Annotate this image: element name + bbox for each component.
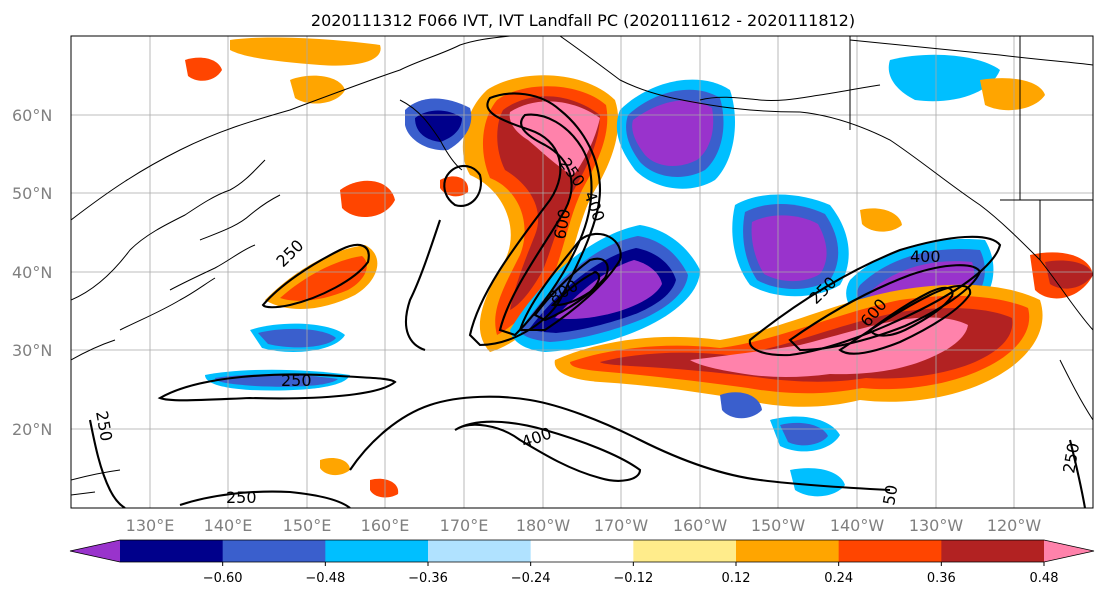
colorbar-tick-label: 0.48 [1030, 571, 1059, 586]
lon-label: 130°E [126, 516, 175, 535]
latitude-labels: 60°N 50°N 40°N 30°N 20°N [12, 106, 52, 439]
colorbar-extend-low [70, 540, 120, 562]
colorbar-tick-label: 0.12 [722, 571, 751, 586]
colorbar-extend-high [1044, 540, 1094, 562]
figure-title: 2020111312 F066 IVT, IVT Landfall PC (20… [311, 11, 855, 30]
lon-label: 130°W [909, 516, 964, 535]
lat-label: 60°N [12, 106, 52, 125]
colorbar-segment [838, 540, 942, 562]
colorbar-segment [530, 540, 634, 562]
contour-label-50: 50 [879, 483, 901, 506]
lat-label: 30°N [12, 341, 52, 360]
colorbar-segment [428, 540, 532, 562]
lon-label: 150°W [751, 516, 806, 535]
longitude-labels: 130°E 140°E 150°E 160°E 170°E 180°W 170°… [126, 516, 1042, 535]
lon-label: 160°W [673, 516, 728, 535]
colorbar-outline [69, 539, 1095, 563]
colorbar-segment [736, 540, 840, 562]
lon-label: 170°E [440, 516, 489, 535]
colorbar-tick-label: −0.12 [613, 571, 653, 586]
colorbar-tick-label: −0.36 [408, 571, 448, 586]
lon-label: 150°E [283, 516, 332, 535]
lon-label: 120°W [987, 516, 1042, 535]
colorbar-tick-label: 0.36 [927, 571, 956, 586]
lon-label: 170°W [594, 516, 649, 535]
colorbar: −0.60 −0.48 −0.36 −0.24 −0.12 0.12 0.24 0.36 0.4… [69, 539, 1095, 586]
map-panel: 250 400 600 800 250 250 250 250 400 400 … [71, 36, 1093, 508]
contour-label-250: 250 [226, 488, 257, 507]
lon-label: 160°E [361, 516, 410, 535]
colorbar-segment [120, 540, 224, 562]
colorbar-ticks: −0.60 −0.48 −0.36 −0.24 −0.12 0.12 0.24 0.36 0.4… [203, 562, 1059, 586]
colorbar-segment [325, 540, 429, 562]
colorbar-tick-label: −0.60 [203, 571, 243, 586]
lat-label: 40°N [12, 263, 52, 282]
colorbar-tick-label: −0.48 [305, 571, 345, 586]
colorbar-segment [222, 540, 326, 562]
lon-label: 140°E [204, 516, 253, 535]
colorbar-tick-label: −0.24 [511, 571, 551, 586]
colorbar-segment [633, 540, 737, 562]
colorbar-tick-label: 0.24 [824, 571, 853, 586]
contour-label-250: 250 [281, 371, 312, 390]
colorbar-segments [69, 539, 1095, 563]
lat-label: 20°N [12, 420, 52, 439]
ivt-contours [88, 92, 1087, 508]
contour-label-400: 400 [910, 247, 941, 266]
lat-label: 50°N [12, 184, 52, 203]
lon-label: 140°W [830, 516, 885, 535]
colorbar-segment [941, 540, 1045, 562]
coastlines [71, 36, 1093, 496]
ivt-anomaly-fill [185, 37, 1093, 498]
map-frame [70, 35, 1094, 509]
lon-label: 180°W [516, 516, 571, 535]
